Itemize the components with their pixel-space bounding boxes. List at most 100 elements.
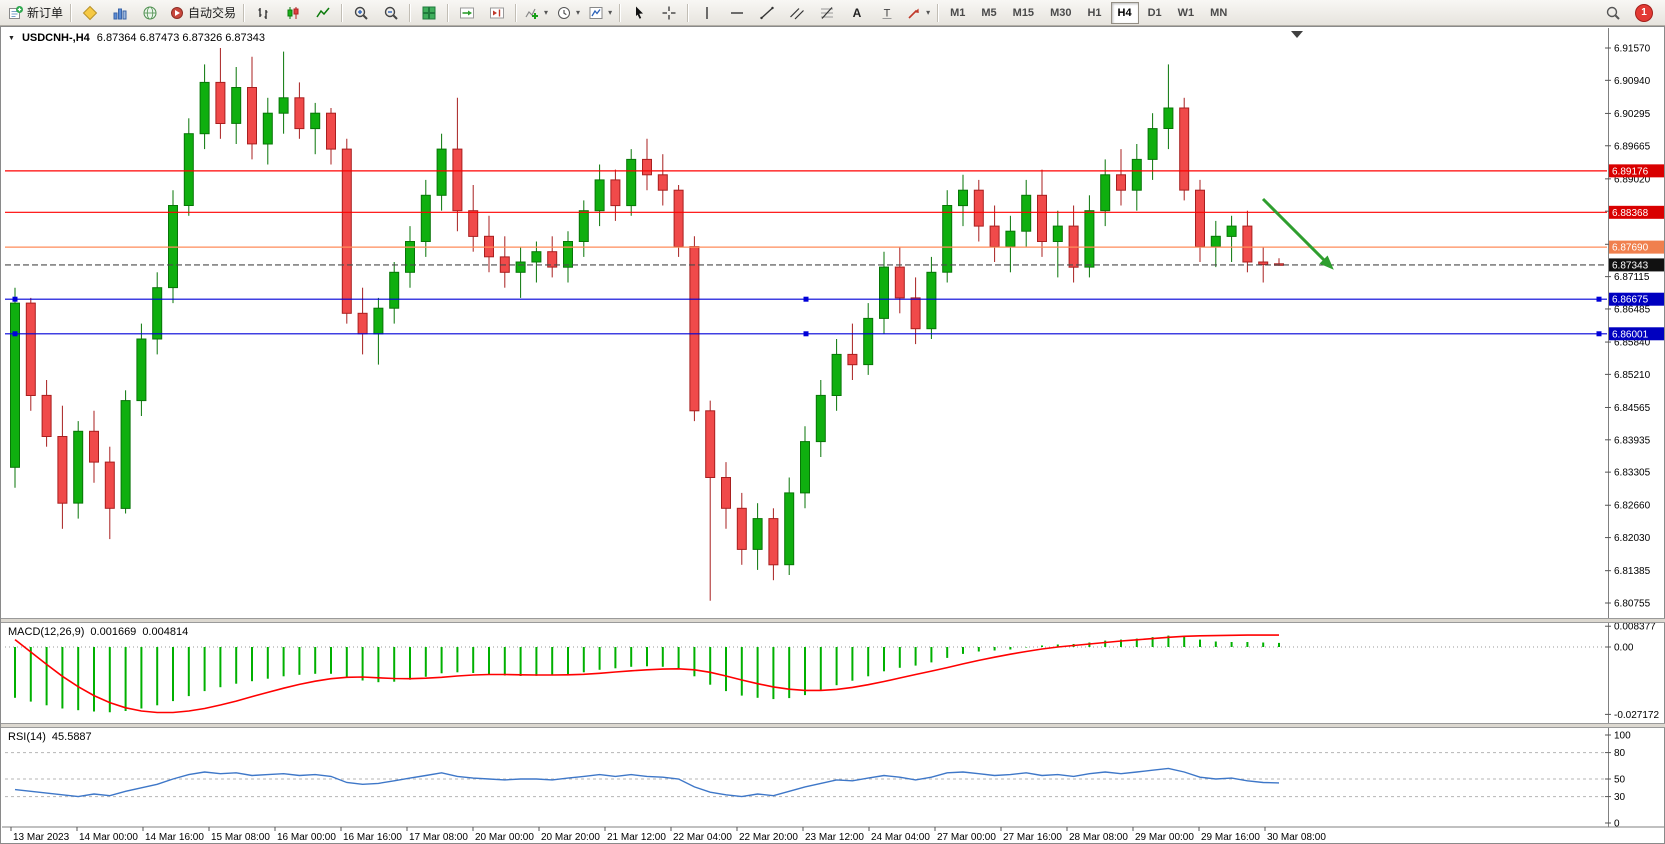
tile-windows-button[interactable] xyxy=(414,1,444,25)
metaeditor-button[interactable] xyxy=(75,1,105,25)
autotrading-button-label: 自动交易 xyxy=(188,6,237,20)
time-axis-label: 20 Mar 20:00 xyxy=(541,832,600,843)
rsi-panel-splitter[interactable] xyxy=(1,723,1665,728)
trendline-button[interactable] xyxy=(752,1,782,25)
horizontal-line-button[interactable] xyxy=(722,1,752,25)
price-axis-label: 6.82660 xyxy=(1614,501,1651,512)
clock-icon xyxy=(556,5,572,21)
macd-indicator-label: MACD(12,26,9) 0.001669 0.004814 xyxy=(8,626,188,638)
search-button[interactable] xyxy=(1598,1,1628,25)
auto-scroll-icon xyxy=(459,5,475,21)
indicators-button[interactable]: ▾ xyxy=(520,1,552,25)
terminal-icon xyxy=(112,5,128,21)
periods-button[interactable]: ▾ xyxy=(552,1,584,25)
zoom-out-button[interactable] xyxy=(376,1,406,25)
timeframe-m1-button[interactable]: M1 xyxy=(950,6,966,19)
timeframe-h1-button[interactable]: H1 xyxy=(1087,6,1102,19)
timeframe-m5-button[interactable]: M5 xyxy=(981,6,997,19)
price-tag-label: 6.88368 xyxy=(1612,208,1649,219)
time-axis-label: 14 Mar 00:00 xyxy=(79,832,138,843)
candle xyxy=(547,251,558,268)
terminal-button[interactable] xyxy=(105,1,135,25)
new-order-icon xyxy=(8,5,24,21)
autotrading-button[interactable]: 自动交易 xyxy=(165,1,240,25)
timeframe-h4-button[interactable]: H4 xyxy=(1110,1,1139,24)
macd-panel-splitter[interactable] xyxy=(1,618,1665,623)
timeframe-mn-button[interactable]: MN xyxy=(1210,6,1228,19)
candle xyxy=(594,179,605,212)
bar-chart-button[interactable] xyxy=(248,1,278,25)
candle xyxy=(578,210,589,242)
label-button[interactable]: T xyxy=(872,1,902,25)
price-axis-label: 6.89020 xyxy=(1614,174,1651,185)
price-axis-label: 6.83305 xyxy=(1614,468,1651,479)
macd-signal-value: 0.004814 xyxy=(142,626,189,638)
candle xyxy=(341,148,352,314)
time-axis-label: 16 Mar 00:00 xyxy=(277,832,336,843)
candle xyxy=(910,297,921,330)
new-order-button[interactable]: 新订单 xyxy=(4,1,67,25)
trend-arrow[interactable] xyxy=(1261,197,1333,269)
candle xyxy=(1131,158,1142,191)
text-button[interactable]: A xyxy=(842,1,872,25)
chart-shift-icon xyxy=(489,5,505,21)
cursor-button[interactable] xyxy=(624,1,654,25)
templates-button[interactable]: ▾ xyxy=(584,1,616,25)
toolbar-separator xyxy=(619,3,622,22)
timeframe-m15-button[interactable]: M15 xyxy=(1012,6,1035,19)
candlestick-icon xyxy=(285,5,301,21)
candle xyxy=(1116,174,1126,191)
chart-shift-button[interactable] xyxy=(482,1,512,25)
search-icon xyxy=(1605,5,1621,21)
bar-chart-icon xyxy=(255,5,271,21)
price-axis-label: 6.82030 xyxy=(1614,533,1651,544)
rsi-axis-label: 50 xyxy=(1614,775,1626,786)
time-axis-label: 24 Mar 04:00 xyxy=(871,832,930,843)
time-axis-label: 21 Mar 12:00 xyxy=(607,832,666,843)
timeframe-w1-button[interactable]: W1 xyxy=(1177,6,1195,19)
candle xyxy=(152,287,163,340)
line-chart-button[interactable] xyxy=(308,1,338,25)
line-handle[interactable] xyxy=(12,296,18,302)
candle xyxy=(183,133,194,206)
arrows-button[interactable]: ▾ xyxy=(902,1,934,25)
rsi-axis-label: 0 xyxy=(1614,819,1620,830)
chart-canvas[interactable]: 6.91570 6.90940 6.90295 6.89665 6.89020 6.883… xyxy=(1,27,1664,843)
line-handle[interactable] xyxy=(803,331,809,337)
timeframe-d1-button[interactable]: D1 xyxy=(1147,6,1162,19)
price-tag-label: 6.86001 xyxy=(1612,329,1649,340)
chart-ohlc-values: 6.87364 6.87473 6.87326 6.87343 xyxy=(96,32,265,44)
candle xyxy=(452,148,463,212)
candle xyxy=(610,179,621,207)
macd-axis-label: -0.027172 xyxy=(1614,710,1659,721)
crosshair-button[interactable] xyxy=(654,1,684,25)
line-handle[interactable] xyxy=(1596,296,1602,302)
price-tag xyxy=(1609,258,1664,272)
candle xyxy=(25,302,36,397)
one-click-trading-icon[interactable]: ▼ xyxy=(8,34,15,42)
channel-button[interactable] xyxy=(782,1,812,25)
community-button[interactable] xyxy=(135,1,165,25)
notification-badge[interactable]: 1 xyxy=(1635,3,1653,22)
candle xyxy=(721,477,731,509)
timeframe-m30-button[interactable]: M30 xyxy=(1050,6,1072,19)
candle xyxy=(531,251,542,263)
time-axis-label: 27 Mar 16:00 xyxy=(1003,832,1062,843)
vertical-line-button[interactable] xyxy=(692,1,722,25)
line-handle[interactable] xyxy=(803,296,809,302)
auto-scroll-button[interactable] xyxy=(452,1,482,25)
price-tag xyxy=(1609,205,1664,219)
zoom-in-icon xyxy=(353,5,369,21)
candle xyxy=(958,189,968,207)
candle xyxy=(468,210,479,237)
price-axis-label: 6.90940 xyxy=(1614,76,1651,87)
zoom-in-button[interactable] xyxy=(346,1,376,25)
candle xyxy=(199,81,210,135)
candlestick-chart-button[interactable] xyxy=(278,1,308,25)
candle xyxy=(326,112,336,150)
fibonacci-button[interactable] xyxy=(812,1,842,25)
line-handle[interactable] xyxy=(12,331,18,337)
scroll-position-marker[interactable] xyxy=(1291,31,1303,38)
line-handle[interactable] xyxy=(1596,331,1602,337)
